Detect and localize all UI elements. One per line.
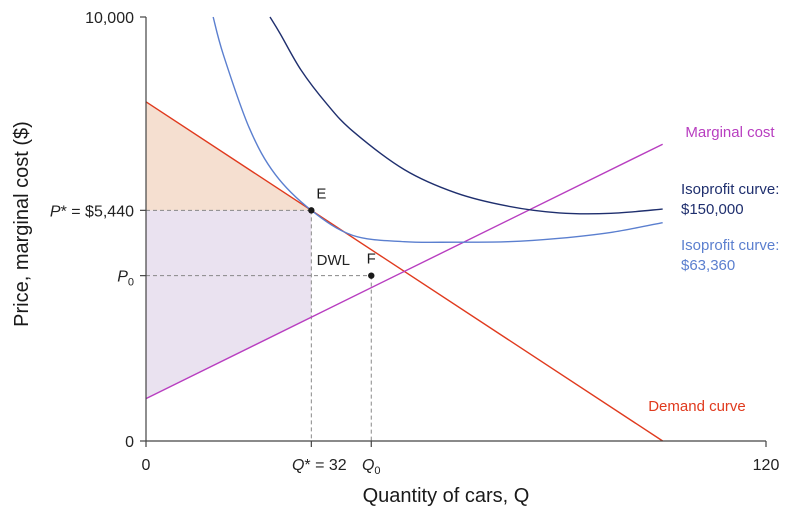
x-axis-title: Quantity of cars, Q: [363, 485, 530, 507]
p-star-label: P* = $5,440: [50, 203, 134, 220]
y-axis-title: Price, marginal cost ($): [11, 121, 33, 327]
p-zero-label: P0: [117, 269, 134, 289]
equilibrium-point-e: [308, 207, 315, 214]
points-layer: EF: [308, 185, 376, 279]
q-star-symbol: Q: [292, 457, 304, 474]
series-layer: [145, 16, 664, 442]
point-label-f: F: [367, 251, 376, 268]
x-tick-label: 0: [142, 457, 151, 474]
isoprofit-high-label-line2: $150,000: [681, 201, 744, 218]
demand-curve-label: Demand curve: [648, 398, 746, 415]
p-star-symbol: P: [50, 203, 61, 220]
q-star-value: * = 32: [304, 457, 346, 474]
marginal-cost-curve: [145, 143, 663, 400]
tick-layer: 0 120 0 10,000: [85, 10, 779, 474]
q-star-label: Q* = 32: [292, 457, 347, 474]
p-star-value: * = $5,440: [61, 203, 135, 220]
equilibrium-point-f: [368, 272, 375, 279]
isoprofit-low-label-line1: Isoprofit curve:: [681, 237, 779, 254]
p-zero-subscript: 0: [128, 277, 134, 289]
producer-surplus-area: [146, 210, 312, 399]
q-zero-subscript: 0: [374, 465, 380, 477]
p-zero-symbol: P: [117, 269, 128, 286]
isoprofit-low-label-line2: $63,360: [681, 257, 735, 274]
marginal-cost-label: Marginal cost: [685, 124, 775, 141]
isoprofit-low-curve: [212, 16, 663, 244]
q-zero-symbol: Q: [362, 457, 374, 474]
q-zero-label: Q0: [362, 457, 381, 477]
isoprofit-high-label-line1: Isoprofit curve:: [681, 181, 779, 198]
y-tick-label: 0: [125, 434, 134, 451]
dwl-label: DWL: [317, 252, 350, 269]
isoprofit-high-curve: [269, 16, 663, 215]
point-label-e: E: [316, 185, 326, 202]
x-tick-label: 120: [753, 457, 780, 474]
y-tick-label: 10,000: [85, 10, 134, 27]
